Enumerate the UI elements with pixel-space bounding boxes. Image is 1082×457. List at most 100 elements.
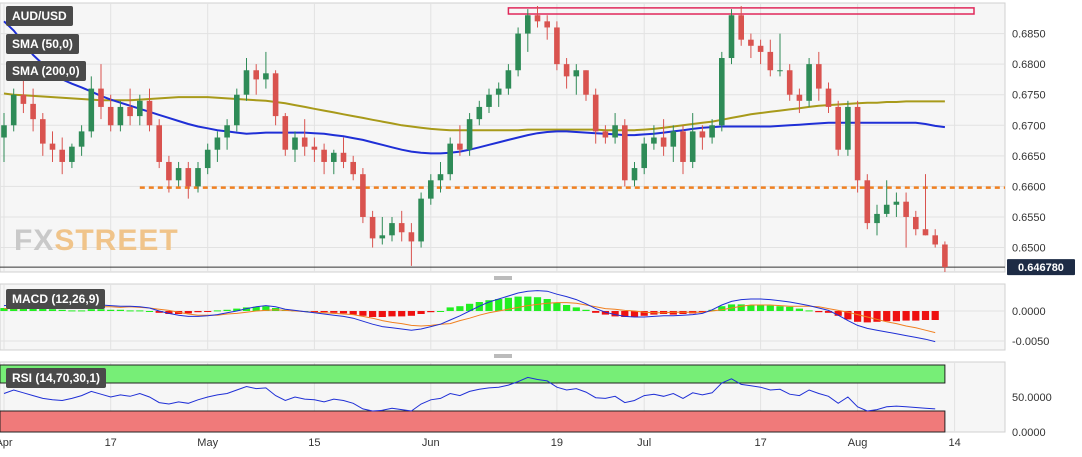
macd-histogram-bar [39,308,47,311]
macd-histogram-bar [320,311,328,313]
candle-body [515,33,521,71]
candle-body [573,70,580,77]
macd-histogram-bar [495,299,503,311]
macd-histogram-bar [786,306,794,311]
price-tick-label: 0.6850 [1012,29,1046,41]
macd-histogram-bar [524,296,532,311]
macd-histogram-bar [543,299,551,311]
macd-histogram-bar [737,304,745,311]
macd-histogram-bar [621,311,629,317]
candle-body [379,235,386,239]
macd-histogram-bar [718,306,726,311]
watermark-logo: FXSTREET [14,224,179,258]
macd-histogram-bar [757,305,765,311]
candle-body [602,131,609,138]
sma50-label: SMA (50,0) [6,34,79,54]
macd-histogram-bar [834,311,842,316]
macd-histogram-bar [68,310,76,312]
macd-signal-line [4,302,936,334]
sma200-line [3,92,945,132]
macd-histogram-bar [204,311,212,312]
macd-histogram-bar [0,308,8,311]
macd-histogram-bar [824,311,833,313]
rsi-line [3,376,936,412]
macd-histogram-bar [116,309,124,311]
price-tick-label: 0.6700 [1012,120,1046,132]
macd-histogram-bar [776,306,784,311]
candle-body [903,201,909,217]
macd-histogram-bar [165,311,173,314]
candle-body [932,235,938,245]
macd-histogram-bar [136,310,144,312]
candle-body [748,39,754,46]
candle-body [592,94,599,132]
candle-body [777,70,783,72]
x-tick-label: 17 [754,437,766,449]
rsi-tick-label: 0.0000 [1012,427,1046,439]
price-tick-label: 0.6750 [1012,90,1046,102]
candle-body [806,64,812,101]
price-tick-label: 0.6500 [1012,243,1046,255]
candle-body [282,116,289,150]
macd-histogram-bar [359,311,367,316]
candle-body [321,149,327,162]
macd-histogram-bar [398,311,406,317]
macd-histogram-bar [10,307,18,311]
macd-histogram-bar [388,311,396,317]
candle-body [214,137,221,150]
candle-body [670,131,677,147]
macd-label: MACD (12,26,9) [6,289,106,309]
macd-histogram-bar [514,296,522,311]
macd-histogram-bar [417,311,425,314]
candle-body [583,70,589,95]
candle-body [486,94,492,107]
candle-body [525,15,531,34]
candle-body [534,15,541,22]
price-tick-label: 0.6650 [1012,151,1046,163]
macd-histogram-bar [698,311,706,313]
candle-body [631,168,638,181]
macd-histogram-bar [262,306,270,311]
candle-body [719,58,725,126]
macd-histogram-bar [572,307,580,311]
macd-histogram-bar [242,307,251,311]
macd-histogram-bar [815,311,823,313]
candle-body [292,137,298,150]
candle-body [185,168,192,187]
candle-body [466,119,473,150]
candle-body [59,149,65,162]
candle-body [20,94,27,104]
candle-body [272,73,279,117]
macd-histogram-bar [48,309,57,311]
macd-histogram-bar [436,311,445,312]
candle-body [350,161,356,175]
macd-histogram-bar [854,311,862,322]
macd-histogram-bar [87,309,95,311]
macd-histogram-bar [78,310,86,312]
macd-histogram-bar [223,309,231,311]
macd-histogram-bar [213,310,221,312]
candle-body [651,137,657,144]
candle-body [49,143,56,150]
candle-body [505,70,512,89]
watermark-text-gray: FX [14,224,55,257]
candle-body [854,106,861,181]
candle-body [234,94,240,126]
macd-histogram-bar [446,307,454,311]
macd-histogram-bar [592,311,600,313]
symbol-label: AUD/USD [6,6,73,26]
macd-histogram-bar [844,311,852,320]
macd-histogram-bar [611,311,619,317]
current-price-tag-text: 0.646780 [1018,262,1064,274]
macd-histogram-bar [892,311,900,322]
macd-histogram-bar [504,297,512,311]
x-tick-label: Apr [0,437,13,449]
macd-histogram-bar [145,311,154,312]
candle-body [107,106,114,126]
macd-histogram-bar [310,311,318,312]
rsi-oversold-band [0,410,946,433]
candle-body [146,100,153,126]
candle-body [389,223,395,236]
candle-body [40,119,46,144]
macd-histogram-bar [194,311,202,313]
